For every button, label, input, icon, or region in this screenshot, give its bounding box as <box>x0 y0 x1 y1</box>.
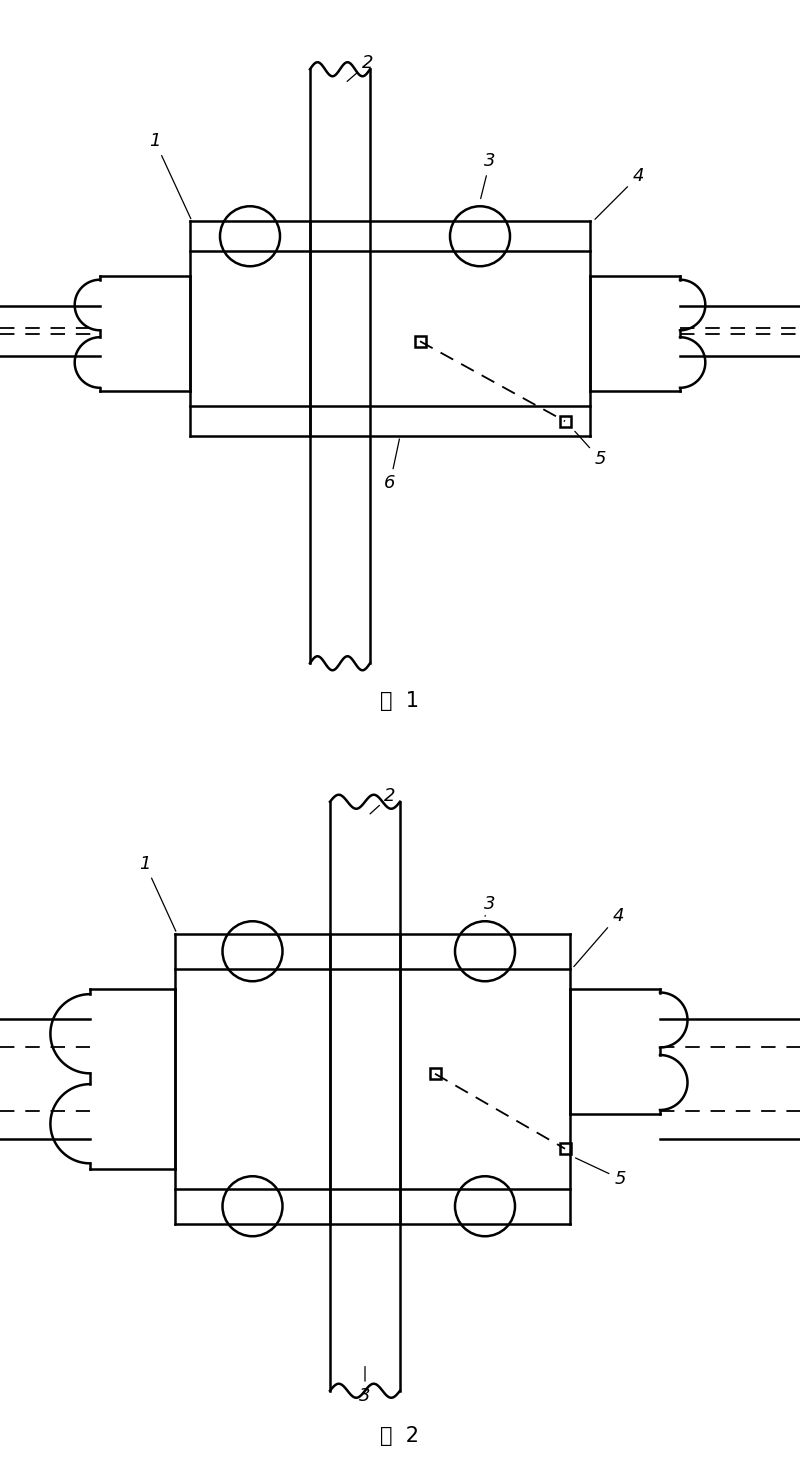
Bar <box>430 1068 441 1080</box>
Text: 3: 3 <box>484 895 496 916</box>
Text: 4: 4 <box>595 167 644 220</box>
Text: 图  2: 图 2 <box>381 1425 419 1446</box>
Text: 3: 3 <box>359 1367 370 1405</box>
Text: 2: 2 <box>370 787 396 815</box>
Text: 1: 1 <box>150 132 191 218</box>
Text: 图  1: 图 1 <box>381 691 419 711</box>
Text: 6: 6 <box>384 440 399 492</box>
Bar <box>559 416 570 426</box>
Text: 5: 5 <box>575 431 606 469</box>
Bar <box>414 335 426 347</box>
Text: 4: 4 <box>574 907 624 967</box>
Text: 5: 5 <box>575 1157 626 1188</box>
Bar <box>559 1143 570 1154</box>
Text: 1: 1 <box>139 854 176 932</box>
Text: 2: 2 <box>347 54 374 82</box>
Text: 3: 3 <box>481 152 496 199</box>
